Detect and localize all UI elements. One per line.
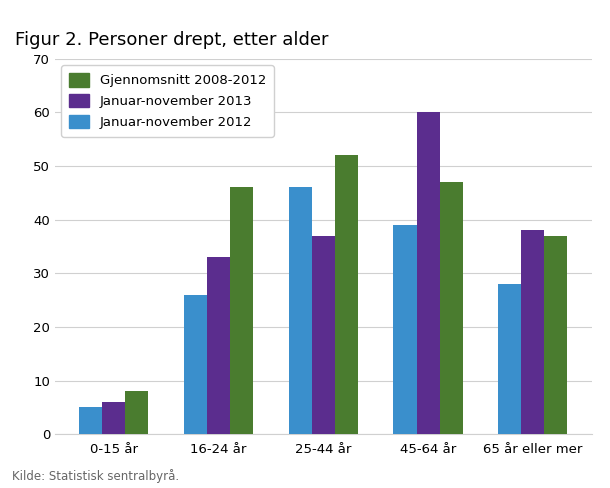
Bar (102, 402, 126, 434)
Bar (335, 155, 358, 434)
Bar (417, 112, 440, 434)
Bar (126, 391, 148, 434)
Bar (79, 407, 102, 434)
Bar (289, 187, 312, 434)
Bar (312, 236, 335, 434)
Bar (498, 284, 521, 434)
Bar (230, 187, 253, 434)
Bar (207, 257, 230, 434)
Text: Kilde: Statistisk sentralbyrå.: Kilde: Statistisk sentralbyrå. (12, 469, 179, 483)
Bar (544, 236, 567, 434)
Bar (184, 295, 207, 434)
Bar (440, 182, 462, 434)
Bar (393, 225, 417, 434)
Text: Figur 2. Personer drept, etter alder: Figur 2. Personer drept, etter alder (15, 31, 328, 49)
Legend: Gjennomsnitt 2008-2012, Januar-november 2013, Januar-november 2012: Gjennomsnitt 2008-2012, Januar-november … (62, 65, 274, 137)
Bar (521, 230, 544, 434)
